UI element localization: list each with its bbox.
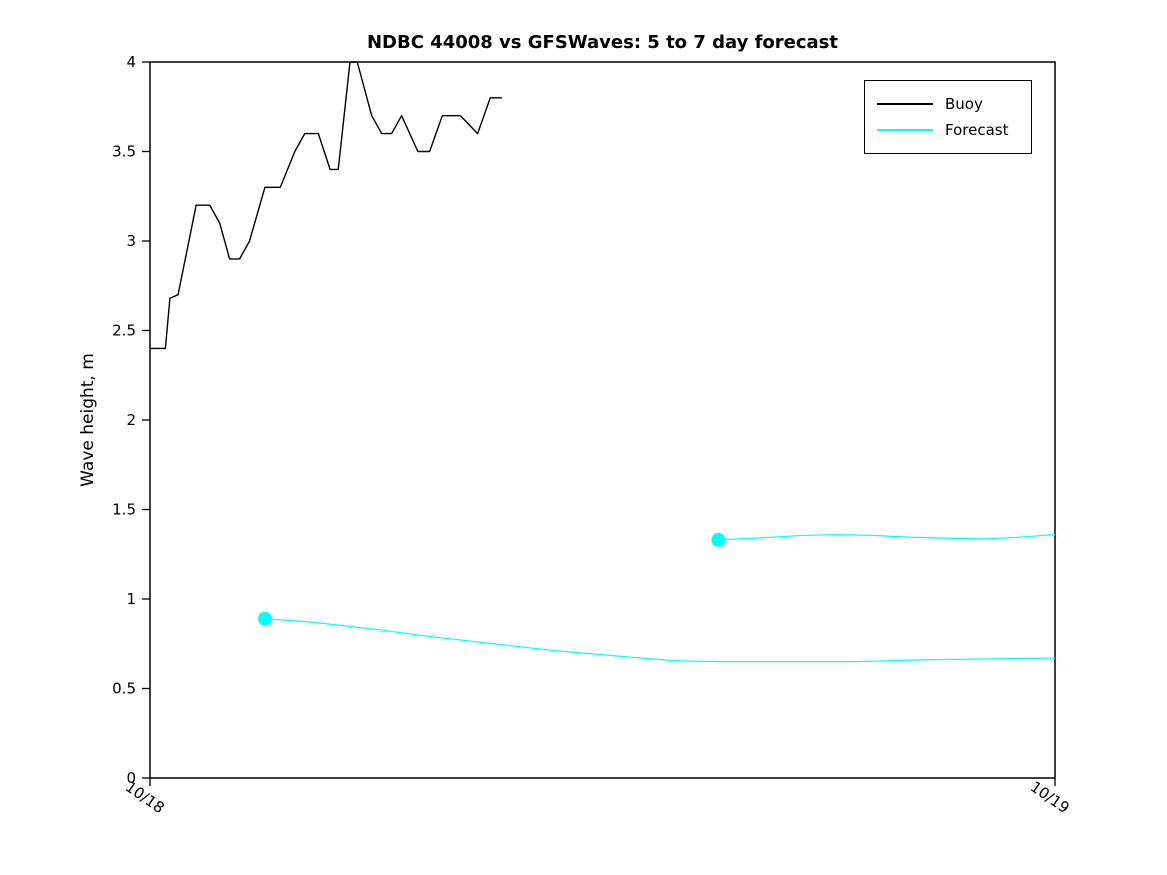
forecast-start-marker xyxy=(257,611,272,626)
y-tick-label: 0.5 xyxy=(112,680,136,698)
axes-box xyxy=(149,61,1056,779)
y-tick-label: 2 xyxy=(126,411,136,429)
y-tick-label: 1 xyxy=(126,590,136,608)
series-line-1 xyxy=(264,618,1056,663)
y-axis-label: Wave height, m xyxy=(78,353,98,487)
buoy-line-sample xyxy=(877,103,933,105)
series-line-2 xyxy=(718,533,1056,541)
legend-label-buoy: Buoy xyxy=(945,95,983,113)
y-tick-label: 2.5 xyxy=(112,322,136,340)
legend-entry-buoy: Buoy xyxy=(877,91,1019,117)
forecast-start-marker xyxy=(711,532,726,547)
y-tick-label: 4 xyxy=(126,53,136,71)
legend-label-forecast: Forecast xyxy=(945,121,1009,139)
y-tick-label: 3.5 xyxy=(112,143,136,161)
chart-title: NDBC 44008 vs GFSWaves: 5 to 7 day forec… xyxy=(366,32,839,53)
legend: Buoy Forecast xyxy=(864,80,1032,154)
y-tick-label: 3 xyxy=(126,232,136,250)
forecast-line-sample xyxy=(877,129,933,131)
y-tick-label: 1.5 xyxy=(112,501,136,519)
y-tick-label: 0 xyxy=(126,769,136,787)
legend-entry-forecast: Forecast xyxy=(877,117,1019,143)
series-line-0 xyxy=(150,61,503,350)
